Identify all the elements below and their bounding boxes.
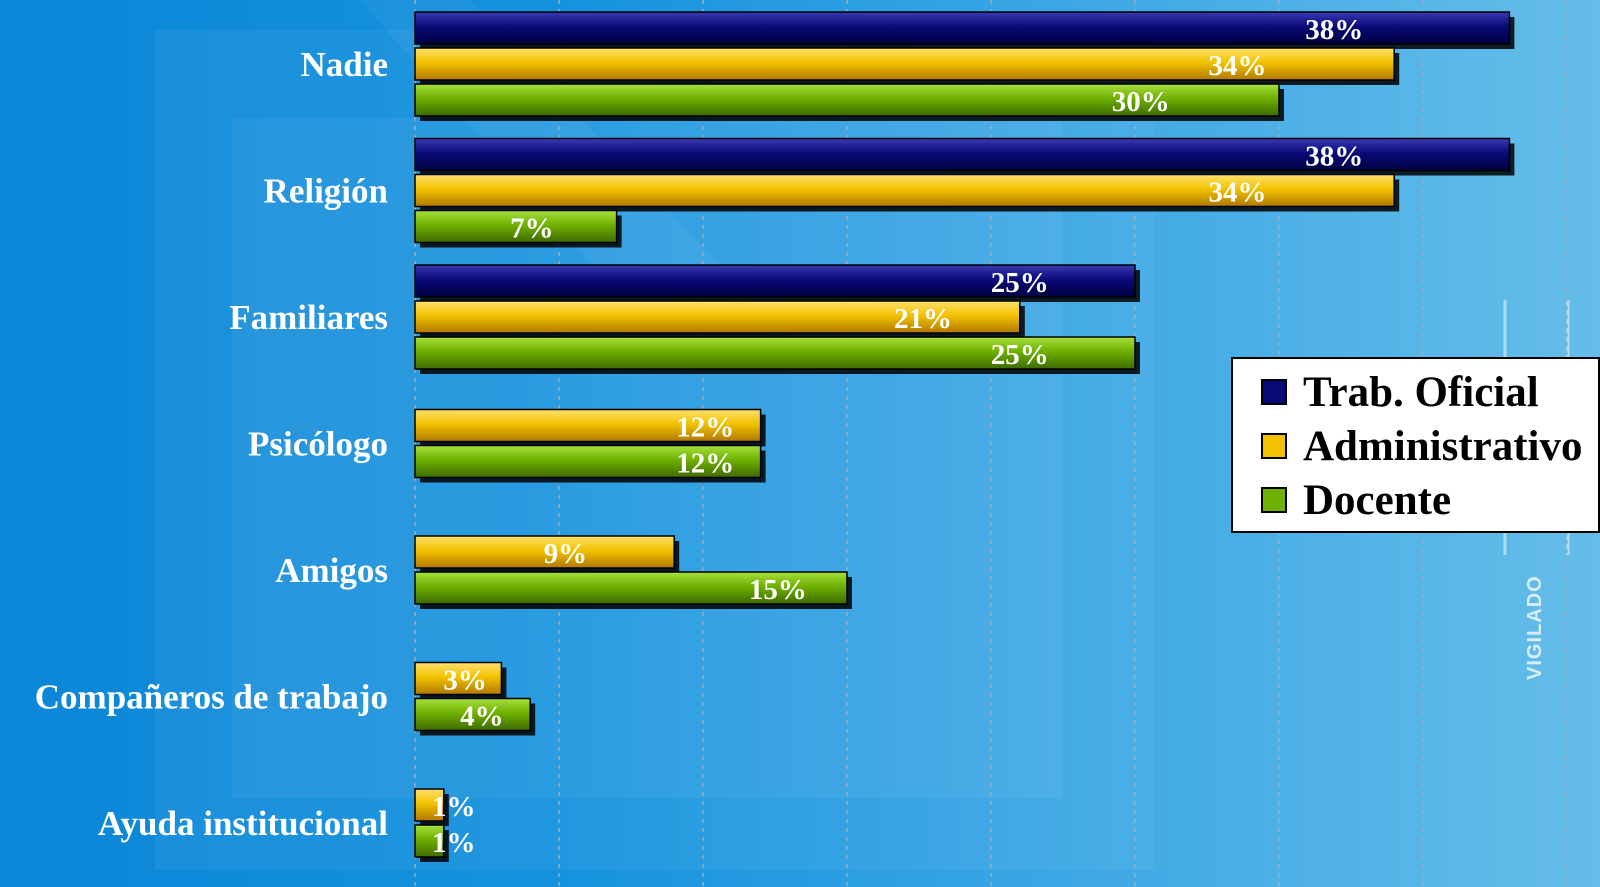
legend-swatch-trab-oficial [1261,379,1287,405]
legend-label-trab-oficial: Trab. Oficial [1303,368,1539,416]
category-label-religion: Religión [264,172,388,211]
value-label-trab-oficial-familiares: 25% [991,267,1049,299]
bar-administrativo-familiares [414,300,1021,334]
bar-administrativo-amigos [414,535,675,569]
bar-trab-oficial-familiares [414,264,1136,298]
value-label-administrativo-psicologo: 12% [676,412,734,444]
legend-swatch-docente [1261,487,1287,513]
legend: Trab. Oficial Administrativo Docente [1231,357,1600,533]
value-label-docente-religion: 7% [510,213,554,245]
bars [414,11,1515,862]
bar-docente-amigos [414,571,848,605]
category-label-companeros-de-trabajo: Compañeros de trabajo [35,678,388,717]
value-label-administrativo-companeros-de-trabajo: 3% [443,665,487,697]
value-label-administrativo-nadie: 34% [1209,50,1267,82]
value-label-trab-oficial-nadie: 38% [1305,14,1363,46]
bar-administrativo-psicologo [414,408,762,443]
category-label-ayuda-institucional: Ayuda institucional [98,804,388,843]
bar-administrativo-nadie [414,47,1395,81]
category-label-amigos: Amigos [275,551,388,590]
bar-administrativo-ayuda-institucional [414,788,445,822]
bar-docente-ayuda-institucional [414,824,445,858]
value-label-administrativo-amigos: 9% [544,538,588,570]
bar-docente-companeros-de-trabajo [414,697,531,732]
value-label-docente-companeros-de-trabajo: 4% [460,701,504,733]
bar-trab-oficial-nadie [414,11,1511,45]
legend-label-docente: Docente [1303,476,1452,524]
legend-label-administrativo: Administrativo [1303,422,1583,470]
value-label-docente-ayuda-institucional: 1% [432,827,476,859]
bar-administrativo-religion [414,173,1395,208]
value-label-docente-amigos: 15% [749,574,807,606]
bar-docente-familiares [414,336,1136,370]
value-label-docente-familiares: 25% [991,339,1049,371]
bar-docente-nadie [414,83,1280,117]
value-label-administrativo-religion: 34% [1209,177,1267,209]
legend-item-trab-oficial: Trab. Oficial [1261,365,1598,419]
value-label-docente-psicologo: 12% [676,448,734,480]
category-label-nadie: Nadie [301,45,389,84]
value-label-trab-oficial-religion: 38% [1305,141,1363,173]
value-label-administrativo-familiares: 21% [894,303,952,335]
bar-administrativo-companeros-de-trabajo [414,661,503,696]
legend-swatch-administrativo [1261,433,1287,459]
value-label-administrativo-ayuda-institucional: 1% [432,791,476,823]
labels: Nadie 38% 34% 30% Religión 38% 34% 7% Familiares… [35,14,1364,859]
category-label-familiares: Familiares [229,298,388,337]
category-label-psicologo: Psicólogo [248,425,388,464]
bar-docente-religion [414,209,618,244]
bar-docente-psicologo [414,444,762,479]
legend-item-docente: Docente [1261,473,1598,527]
bar-trab-oficial-religion [414,137,1511,172]
value-label-docente-nadie: 30% [1112,86,1170,118]
legend-item-administrativo: Administrativo [1261,419,1598,473]
